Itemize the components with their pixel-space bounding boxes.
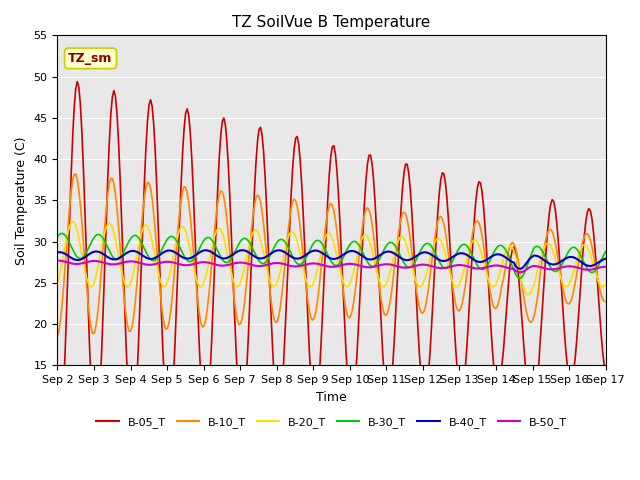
- B-20_T: [122, 283, 130, 289]
- Line: B-30_T: B-30_T: [58, 233, 605, 278]
- Legend: B-05_T, B-10_T, B-20_T, B-30_T, B-40_T, B-50_T: B-05_T, B-10_T, B-20_T, B-30_T, B-40_T, …: [92, 412, 572, 432]
- B-05_T: [248, 260, 255, 266]
- B-30_T: [246, 240, 253, 246]
- B-20_T: [237, 279, 244, 285]
- B-50_T: [573, 264, 580, 270]
- B-20_T: [524, 292, 532, 298]
- B-10_T: [54, 333, 61, 339]
- B-40_T: [121, 252, 129, 257]
- B-50_T: [244, 261, 252, 267]
- B-20_T: [69, 219, 77, 225]
- B-10_T: [246, 244, 253, 250]
- B-05_T: [220, 115, 228, 121]
- B-10_T: [602, 299, 609, 304]
- B-40_T: [574, 257, 582, 263]
- B-40_T: [295, 256, 303, 262]
- B-20_T: [602, 281, 609, 287]
- B-10_T: [122, 313, 130, 319]
- B-10_T: [237, 321, 244, 326]
- B-50_T: [293, 264, 301, 269]
- B-20_T: [218, 230, 226, 236]
- B-05_T: [602, 371, 609, 377]
- Line: B-40_T: B-40_T: [58, 250, 605, 269]
- B-05_T: [238, 416, 246, 421]
- B-30_T: [295, 262, 303, 267]
- B-20_T: [54, 280, 61, 286]
- B-40_T: [236, 248, 243, 253]
- B-05_T: [296, 158, 304, 164]
- B-05_T: [55, 436, 63, 442]
- Text: TZ_sm: TZ_sm: [68, 52, 113, 65]
- Line: B-05_T: B-05_T: [58, 82, 605, 439]
- Line: B-50_T: B-50_T: [58, 261, 605, 272]
- B-30_T: [574, 248, 582, 254]
- B-40_T: [516, 266, 524, 272]
- B-10_T: [72, 171, 79, 177]
- Title: TZ SoilVue B Temperature: TZ SoilVue B Temperature: [232, 15, 431, 30]
- B-05_T: [54, 429, 61, 434]
- B-40_T: [238, 247, 246, 253]
- B-40_T: [246, 250, 253, 256]
- B-10_T: [573, 271, 580, 277]
- B-05_T: [124, 379, 131, 384]
- B-40_T: [217, 255, 225, 261]
- B-50_T: [236, 260, 243, 265]
- B-50_T: [54, 258, 61, 264]
- B-30_T: [218, 257, 226, 263]
- B-30_T: [58, 230, 66, 236]
- Y-axis label: Soil Temperature (C): Soil Temperature (C): [15, 136, 28, 264]
- B-50_T: [121, 259, 129, 265]
- B-30_T: [516, 276, 524, 281]
- B-50_T: [516, 269, 524, 275]
- Line: B-20_T: B-20_T: [58, 222, 605, 295]
- B-30_T: [237, 238, 244, 244]
- B-05_T: [74, 79, 81, 84]
- B-20_T: [295, 245, 303, 251]
- Line: B-10_T: B-10_T: [58, 174, 605, 336]
- B-30_T: [54, 234, 61, 240]
- B-30_T: [602, 249, 609, 254]
- B-50_T: [602, 264, 609, 270]
- B-20_T: [246, 240, 253, 245]
- B-05_T: [574, 317, 582, 323]
- B-10_T: [218, 189, 226, 195]
- B-30_T: [122, 244, 130, 250]
- B-10_T: [295, 213, 303, 218]
- B-40_T: [602, 256, 609, 262]
- B-50_T: [217, 263, 225, 268]
- B-40_T: [54, 250, 61, 255]
- B-20_T: [574, 253, 582, 259]
- X-axis label: Time: Time: [316, 391, 347, 404]
